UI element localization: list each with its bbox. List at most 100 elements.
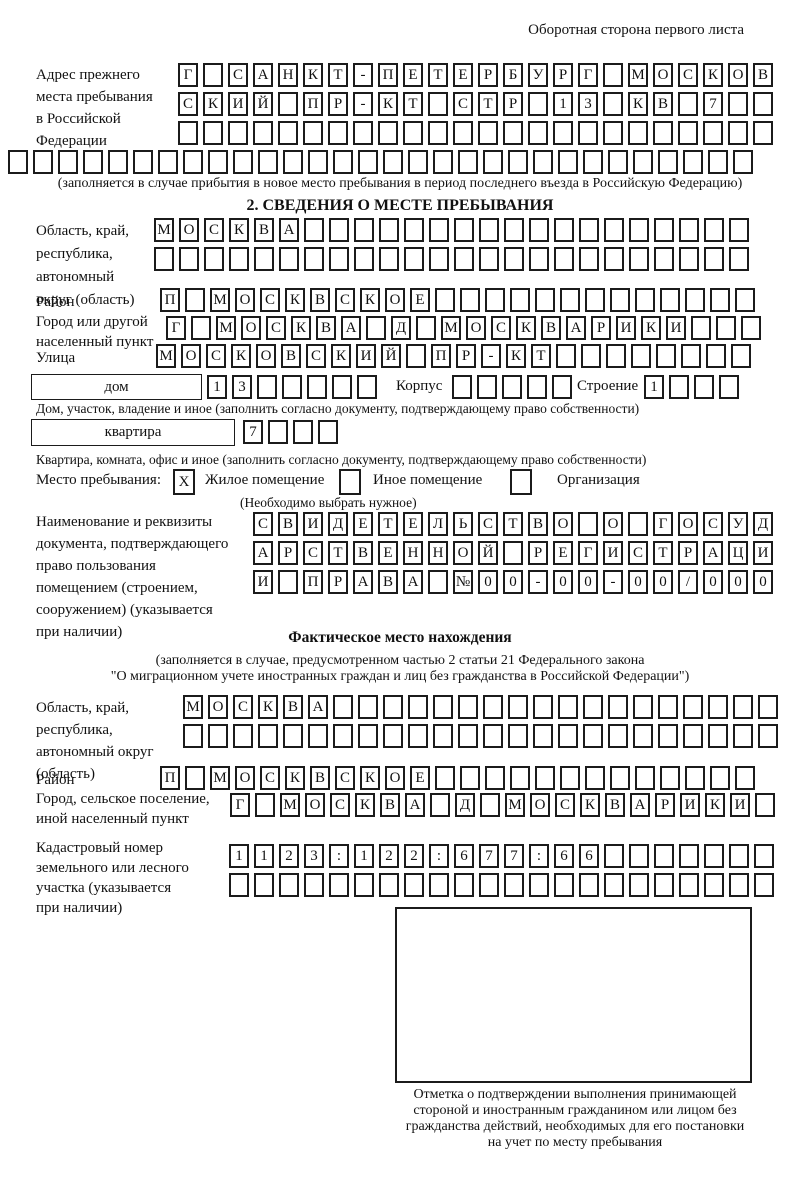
char-box[interactable] (685, 288, 705, 312)
char-box[interactable] (258, 150, 278, 174)
char-box[interactable]: С (204, 218, 224, 242)
char-box[interactable] (578, 512, 598, 536)
char-box[interactable] (583, 695, 603, 719)
char-box[interactable] (629, 218, 649, 242)
char-box[interactable] (508, 724, 528, 748)
char-box[interactable] (706, 344, 726, 368)
char-box[interactable]: 0 (578, 570, 598, 594)
char-box[interactable] (658, 695, 678, 719)
char-box[interactable] (679, 844, 699, 868)
char-box[interactable] (729, 218, 749, 242)
char-box[interactable] (282, 375, 302, 399)
char-box[interactable] (631, 344, 651, 368)
char-box[interactable]: С (233, 695, 253, 719)
char-box[interactable]: Р (503, 92, 523, 116)
char-box[interactable]: К (360, 288, 380, 312)
char-box[interactable]: Д (753, 512, 773, 536)
char-box[interactable]: Т (653, 541, 673, 565)
char-box[interactable]: - (353, 92, 373, 116)
char-box[interactable]: И (730, 793, 750, 817)
char-box[interactable] (578, 121, 598, 145)
char-box[interactable] (108, 150, 128, 174)
char-box[interactable] (508, 695, 528, 719)
char-box[interactable]: Р (456, 344, 476, 368)
char-box[interactable]: Т (531, 344, 551, 368)
char-box[interactable] (733, 724, 753, 748)
char-box[interactable]: К (291, 316, 311, 340)
char-box[interactable]: - (353, 63, 373, 87)
char-box[interactable] (304, 218, 324, 242)
char-box[interactable]: Й (253, 92, 273, 116)
char-box[interactable] (608, 695, 628, 719)
char-box[interactable] (503, 541, 523, 565)
char-box[interactable] (428, 121, 448, 145)
char-box[interactable] (268, 420, 288, 444)
char-box[interactable] (404, 247, 424, 271)
char-box[interactable]: М (154, 218, 174, 242)
char-box[interactable] (318, 420, 338, 444)
char-box[interactable] (554, 218, 574, 242)
char-box[interactable] (185, 766, 205, 790)
char-box[interactable] (203, 121, 223, 145)
char-box[interactable] (178, 121, 198, 145)
char-box[interactable] (660, 766, 680, 790)
char-box[interactable] (458, 150, 478, 174)
char-box[interactable] (233, 724, 253, 748)
char-box[interactable]: 0 (503, 570, 523, 594)
char-box[interactable] (528, 121, 548, 145)
char-box[interactable] (454, 247, 474, 271)
char-box[interactable]: О (208, 695, 228, 719)
char-box[interactable]: К (580, 793, 600, 817)
char-box[interactable]: 6 (454, 844, 474, 868)
char-box[interactable] (357, 375, 377, 399)
char-box[interactable] (304, 247, 324, 271)
char-box[interactable] (604, 247, 624, 271)
char-box[interactable] (358, 695, 378, 719)
char-box[interactable]: Л (428, 512, 448, 536)
char-box[interactable] (510, 288, 530, 312)
char-box[interactable]: У (528, 63, 548, 87)
char-box[interactable]: Т (428, 63, 448, 87)
char-box[interactable]: Д (391, 316, 411, 340)
char-box[interactable]: 0 (728, 570, 748, 594)
char-box[interactable]: 3 (232, 375, 252, 399)
char-box[interactable] (383, 724, 403, 748)
char-box[interactable]: К (703, 63, 723, 87)
char-box[interactable] (208, 724, 228, 748)
char-box[interactable] (485, 766, 505, 790)
char-box[interactable] (366, 316, 386, 340)
char-box[interactable] (669, 375, 689, 399)
char-box[interactable]: Г (166, 316, 186, 340)
char-box[interactable]: П (160, 288, 180, 312)
char-box[interactable] (479, 873, 499, 897)
char-box[interactable]: О (385, 288, 405, 312)
char-box[interactable]: К (258, 695, 278, 719)
char-box[interactable]: № (453, 570, 473, 594)
char-box[interactable]: П (431, 344, 451, 368)
char-box[interactable] (333, 724, 353, 748)
char-box[interactable] (679, 873, 699, 897)
char-box[interactable]: С (260, 766, 280, 790)
char-box[interactable]: С (178, 92, 198, 116)
char-box[interactable] (58, 150, 78, 174)
char-box[interactable] (433, 724, 453, 748)
char-box[interactable]: : (429, 844, 449, 868)
char-box[interactable] (704, 218, 724, 242)
char-box[interactable] (691, 316, 711, 340)
char-box[interactable] (610, 766, 630, 790)
char-box[interactable] (535, 288, 555, 312)
char-box[interactable]: С (306, 344, 326, 368)
char-box[interactable] (428, 570, 448, 594)
char-box[interactable]: А (279, 218, 299, 242)
char-box[interactable]: 7 (479, 844, 499, 868)
char-box[interactable]: Р (678, 541, 698, 565)
char-box[interactable] (204, 247, 224, 271)
char-box[interactable]: : (329, 844, 349, 868)
char-box[interactable] (279, 247, 299, 271)
char-box[interactable] (533, 695, 553, 719)
char-box[interactable] (408, 150, 428, 174)
char-box[interactable] (503, 121, 523, 145)
char-box[interactable]: А (630, 793, 650, 817)
char-box[interactable] (704, 844, 724, 868)
char-box[interactable] (683, 150, 703, 174)
